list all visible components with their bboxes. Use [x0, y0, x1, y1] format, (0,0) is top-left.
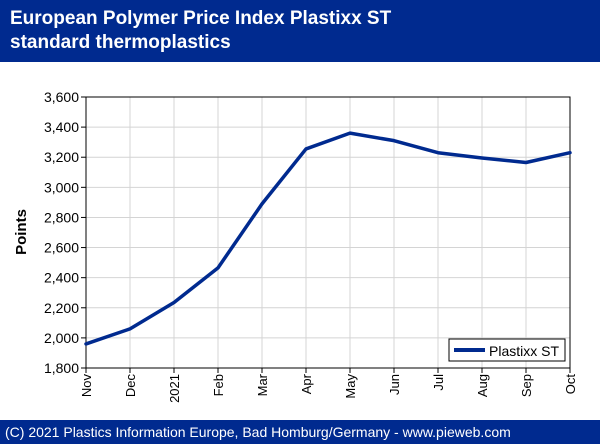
- price-index-chart: 1,800 2,000 2,200 2,400 2,600 2,800 3,000 3,200…: [13, 89, 578, 403]
- y-tick-label: 2,200: [44, 300, 79, 316]
- y-tick-label: 3,000: [44, 179, 79, 195]
- copyright-footer: (C) 2021 Plastics Information Europe, Ba…: [5, 424, 511, 440]
- legend-box: [448, 338, 566, 362]
- y-tick-label: 2,400: [44, 270, 79, 286]
- y-axis-label: Points: [13, 209, 30, 255]
- chart-title: European Polymer Price Index Plastixx ST…: [10, 8, 392, 53]
- title-bar: European Polymer Price Index Plastixx ST…: [0, 0, 600, 62]
- series-line-plastixx-st: [84, 131, 572, 346]
- x-tick-label: Oct: [563, 374, 578, 395]
- y-tick-label: 1,800: [44, 360, 79, 376]
- x-tick-label: Sep: [519, 374, 534, 397]
- x-tick-label: Feb: [211, 374, 226, 396]
- y-tick-label: 3,200: [44, 149, 79, 165]
- y-tick-label: 2,800: [44, 209, 79, 225]
- x-tick-label: Aug: [475, 374, 490, 397]
- x-tick-label: 2021: [167, 374, 182, 403]
- y-tick-label: 3,600: [44, 89, 79, 105]
- x-tick-label: Mar: [255, 373, 270, 396]
- footer-bar: (C) 2021 Plastics Information Europe, Ba…: [0, 420, 600, 444]
- x-tick-label: Dec: [123, 374, 138, 398]
- legend: Plastixx ST: [448, 338, 566, 362]
- x-tick-label: Nov: [79, 374, 94, 398]
- y-tick-label: 2,000: [44, 330, 79, 346]
- plot-frame: [85, 96, 571, 369]
- x-tick-label: Jul: [431, 374, 446, 391]
- legend-label: Plastixx ST: [489, 343, 559, 359]
- y-tick-label: 2,600: [44, 240, 79, 256]
- chart-area: 1,800 2,000 2,200 2,400 2,600 2,800 3,000 3,200…: [0, 62, 600, 420]
- y-tick-label: 3,400: [44, 119, 79, 135]
- x-tick-label: May: [343, 374, 358, 399]
- x-tick-label: Apr: [299, 373, 314, 394]
- x-tick-label: Jun: [387, 374, 402, 395]
